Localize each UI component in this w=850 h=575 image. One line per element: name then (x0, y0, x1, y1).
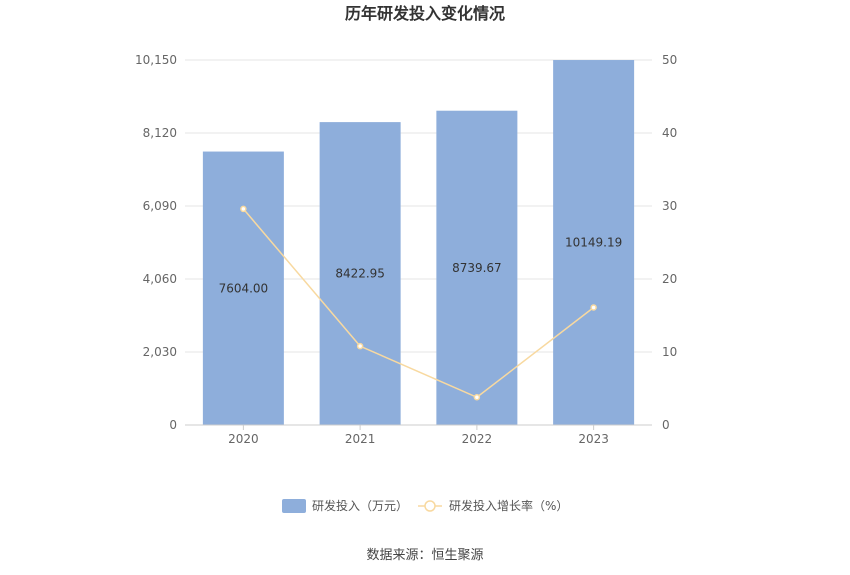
y-left-tick-label: 2,030 (143, 345, 177, 359)
y-right-tick-label: 40 (662, 126, 677, 140)
x-tick-label: 2021 (345, 432, 376, 446)
bar[interactable] (436, 110, 518, 425)
line-point[interactable] (240, 205, 247, 213)
bar[interactable] (553, 60, 635, 426)
line-series (240, 205, 597, 401)
x-tick-label: 2023 (578, 432, 609, 446)
legend-swatch-line-marker[interactable] (424, 500, 436, 512)
legend: 研发投入（万元） 研发投入增长率（%） (282, 498, 568, 513)
y-right-tick-label: 30 (662, 199, 677, 213)
y-left-tick-label: 0 (169, 418, 177, 432)
line-point[interactable] (473, 394, 481, 401)
y-right-tick-label: 50 (662, 53, 677, 67)
y-left-tick-label: 10,150 (135, 53, 177, 67)
bar-value-label: 8739.67 (452, 261, 502, 275)
bar-value-label: 7604.00 (219, 281, 269, 295)
bar[interactable] (319, 122, 401, 425)
line-point[interactable] (356, 342, 364, 350)
y-right-tick-label: 0 (662, 418, 670, 432)
bar-series (202, 60, 635, 426)
data-labels: 7604.00 8422.95 8739.67 10149.19 (219, 236, 623, 296)
legend-label-bar[interactable]: 研发投入（万元） (312, 498, 408, 513)
bar-value-label: 10149.19 (565, 236, 622, 250)
source-note: 数据来源：恒生聚源 (366, 548, 483, 563)
axes: 0 0 2,030 10 4,060 20 6,090 30 8,120 40 10,150 50 20… (135, 53, 677, 446)
bar-value-label: 8422.95 (335, 267, 385, 281)
bar[interactable] (202, 151, 284, 425)
growth-line (242, 208, 595, 399)
chart-title: 历年研发投入变化情况 (345, 4, 505, 23)
y-left-tick-label: 4,060 (143, 272, 177, 286)
y-right-tick-label: 20 (662, 272, 677, 286)
x-tick-label: 2022 (462, 432, 493, 446)
legend-label-line[interactable]: 研发投入增长率（%） (449, 498, 568, 513)
line-point[interactable] (590, 304, 597, 311)
legend-swatch-bar[interactable] (282, 499, 306, 513)
y-left-tick-label: 6,090 (143, 199, 177, 213)
y-left-tick-label: 8,120 (143, 126, 177, 140)
x-tick-label: 2020 (228, 432, 259, 446)
y-right-tick-label: 10 (662, 345, 677, 359)
